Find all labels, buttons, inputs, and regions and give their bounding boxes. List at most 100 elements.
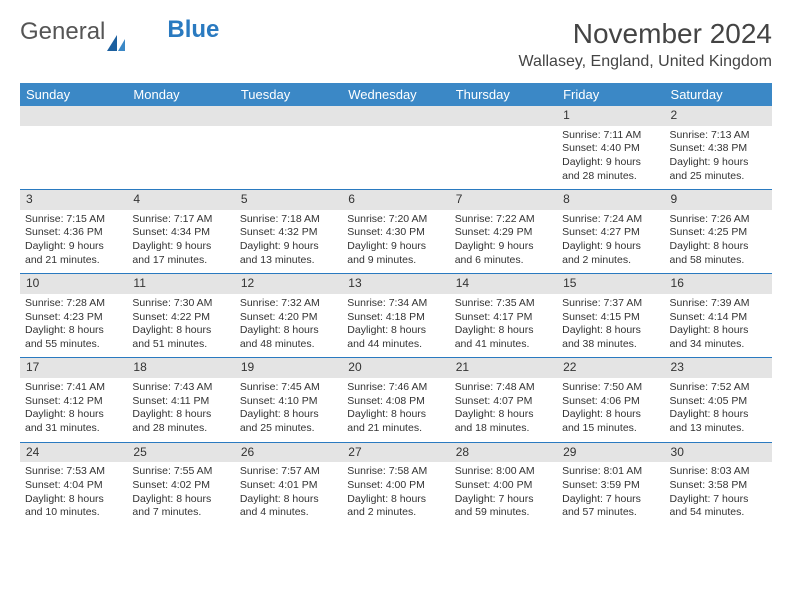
day-content-cell: Sunrise: 8:01 AMSunset: 3:59 PMDaylight:…: [557, 462, 664, 526]
daynum-cell: 16: [665, 274, 772, 294]
sunrise-line: Sunrise: 7:15 AM: [25, 213, 122, 227]
daynum-cell: 14: [450, 274, 557, 294]
day-content-cell: Sunrise: 7:15 AMSunset: 4:36 PMDaylight:…: [20, 210, 127, 274]
sunrise-line: Sunrise: 7:58 AM: [347, 465, 444, 479]
sunset-line: Sunset: 4:15 PM: [562, 311, 659, 325]
day-content-cell: Sunrise: 8:03 AMSunset: 3:58 PMDaylight:…: [665, 462, 772, 526]
daynum-cell: 6: [342, 190, 449, 210]
daynum-cell: 27: [342, 442, 449, 462]
logo-text-general: General: [20, 18, 105, 46]
logo-text-blue: Blue: [167, 16, 219, 44]
daylight-line2: and 51 minutes.: [132, 338, 229, 352]
sunrise-line: Sunrise: 7:53 AM: [25, 465, 122, 479]
sunset-line: Sunset: 4:40 PM: [562, 142, 659, 156]
sunset-line: Sunset: 4:10 PM: [240, 395, 337, 409]
location: Wallasey, England, United Kingdom: [519, 53, 772, 71]
sunrise-line: Sunrise: 7:11 AM: [562, 129, 659, 143]
daylight-line2: and 2 minutes.: [562, 254, 659, 268]
sunrise-line: Sunrise: 7:57 AM: [240, 465, 337, 479]
daynum-cell: 3: [20, 190, 127, 210]
sunset-line: Sunset: 4:08 PM: [347, 395, 444, 409]
sunrise-line: Sunrise: 7:39 AM: [670, 297, 767, 311]
day-header-tuesday: Tuesday: [235, 83, 342, 106]
daylight-line1: Daylight: 9 hours: [562, 156, 659, 170]
daynum-cell: [235, 106, 342, 126]
daynum-cell: 26: [235, 442, 342, 462]
daylight-line2: and 13 minutes.: [670, 422, 767, 436]
daylight-line1: Daylight: 9 hours: [670, 156, 767, 170]
week-1-daynum-row: 3456789: [20, 190, 772, 210]
sunset-line: Sunset: 4:18 PM: [347, 311, 444, 325]
daylight-line2: and 2 minutes.: [347, 506, 444, 520]
daynum-cell: 11: [127, 274, 234, 294]
sunset-line: Sunset: 4:36 PM: [25, 226, 122, 240]
daylight-line1: Daylight: 8 hours: [25, 324, 122, 338]
daylight-line2: and 28 minutes.: [562, 170, 659, 184]
week-4-content-row: Sunrise: 7:53 AMSunset: 4:04 PM Daylight:…: [20, 462, 772, 526]
sunset-line: Sunset: 4:17 PM: [455, 311, 552, 325]
day-content-cell: Sunrise: 7:22 AMSunset: 4:29 PMDaylight:…: [450, 210, 557, 274]
sunset-line: Sunset: 3:58 PM: [670, 479, 767, 493]
daylight-line1: Daylight: 7 hours: [562, 493, 659, 507]
sunrise-line: Sunrise: 8:01 AM: [562, 465, 659, 479]
day-content-cell: Sunrise: 7:50 AMSunset: 4:06 PMDaylight:…: [557, 378, 664, 442]
sunset-line: Sunset: 4:32 PM: [240, 226, 337, 240]
daylight-line1: Daylight: 8 hours: [455, 408, 552, 422]
day-content-cell: [342, 126, 449, 190]
daynum-cell: 7: [450, 190, 557, 210]
daylight-line2: and 7 minutes.: [132, 506, 229, 520]
daylight-line2: and 13 minutes.: [240, 254, 337, 268]
day-header-saturday: Saturday: [665, 83, 772, 106]
week-3-content-row: Sunrise: 7:41 AMSunset: 4:12 PMDaylight:…: [20, 378, 772, 442]
daynum-cell: 19: [235, 358, 342, 378]
week-2-daynum-row: 10111213141516: [20, 274, 772, 294]
daylight-line2: and 25 minutes.: [240, 422, 337, 436]
day-content-cell: [235, 126, 342, 190]
day-header-wednesday: Wednesday: [342, 83, 449, 106]
daylight-line1: Daylight: 8 hours: [670, 240, 767, 254]
daynum-cell: 30: [665, 442, 772, 462]
daynum-cell: 22: [557, 358, 664, 378]
daylight-line1: Daylight: 8 hours: [562, 408, 659, 422]
daylight-line2: and 55 minutes.: [25, 338, 122, 352]
daynum-cell: [127, 106, 234, 126]
daylight-line2: and 38 minutes.: [562, 338, 659, 352]
sunrise-line: Sunrise: 8:00 AM: [455, 465, 552, 479]
day-content-cell: [20, 126, 127, 190]
sunset-line: Sunset: 4:12 PM: [25, 395, 122, 409]
sunset-line: Sunset: 4:38 PM: [670, 142, 767, 156]
daylight-line2: and 4 minutes.: [240, 506, 337, 520]
sunrise-line: Sunrise: 7:48 AM: [455, 381, 552, 395]
day-content-cell: Sunrise: 7:46 AMSunset: 4:08 PMDaylight:…: [342, 378, 449, 442]
calendar-table: SundayMondayTuesdayWednesdayThursdayFrid…: [20, 83, 772, 526]
daylight-line1: Daylight: 8 hours: [455, 324, 552, 338]
daylight-line2: and 21 minutes.: [25, 254, 122, 268]
daylight-line1: Daylight: 7 hours: [670, 493, 767, 507]
daylight-line1: Daylight: 9 hours: [240, 240, 337, 254]
sunset-line: Sunset: 4:30 PM: [347, 226, 444, 240]
sunset-line: Sunset: 3:59 PM: [562, 479, 659, 493]
day-header-thursday: Thursday: [450, 83, 557, 106]
day-header-sunday: Sunday: [20, 83, 127, 106]
title-block: November 2024 Wallasey, England, United …: [519, 18, 772, 71]
day-content-cell: Sunrise: 7:24 AMSunset: 4:27 PMDaylight:…: [557, 210, 664, 274]
daylight-line1: Daylight: 8 hours: [347, 493, 444, 507]
daylight-line2: and 17 minutes.: [132, 254, 229, 268]
logo: General Blue: [20, 18, 219, 46]
daylight-line2: and 44 minutes.: [347, 338, 444, 352]
daynum-cell: 5: [235, 190, 342, 210]
day-content-cell: Sunrise: 7:17 AMSunset: 4:34 PMDaylight:…: [127, 210, 234, 274]
daylight-line2: and 10 minutes.: [25, 506, 122, 520]
sunset-line: Sunset: 4:06 PM: [562, 395, 659, 409]
day-content-cell: Sunrise: 7:43 AMSunset: 4:11 PMDaylight:…: [127, 378, 234, 442]
sunset-line: Sunset: 4:05 PM: [670, 395, 767, 409]
day-content-cell: Sunrise: 7:41 AMSunset: 4:12 PMDaylight:…: [20, 378, 127, 442]
day-content-cell: Sunrise: 7:57 AMSunset: 4:01 PMDaylight:…: [235, 462, 342, 526]
sunrise-line: Sunrise: 7:55 AM: [132, 465, 229, 479]
daylight-line1: Daylight: 8 hours: [240, 324, 337, 338]
sunrise-line: Sunrise: 7:28 AM: [25, 297, 122, 311]
sunset-line: Sunset: 4:14 PM: [670, 311, 767, 325]
day-content-cell: Sunrise: 7:32 AMSunset: 4:20 PMDaylight:…: [235, 294, 342, 358]
sunrise-line: Sunrise: 7:17 AM: [132, 213, 229, 227]
sunset-line: Sunset: 4:04 PM: [25, 479, 122, 493]
